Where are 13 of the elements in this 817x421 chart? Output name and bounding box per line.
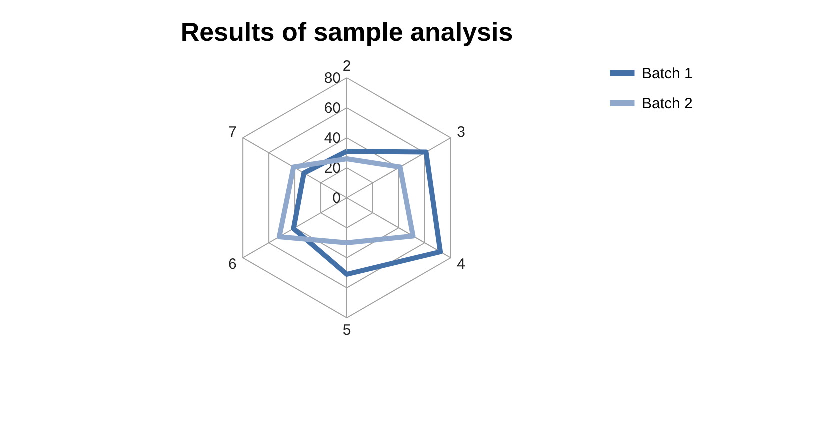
y-tick-label: 40: [324, 130, 341, 147]
y-tick-label: 60: [324, 100, 341, 117]
spoke-label: 2: [342, 58, 352, 75]
legend-label: Batch 2: [642, 96, 693, 112]
spoke-label: 3: [457, 124, 466, 141]
spoke-label: 5: [342, 322, 352, 339]
spoke-label: 4: [457, 256, 466, 273]
y-tick-label: 0: [332, 190, 341, 207]
chart-title: Results of sample analysis: [180, 17, 514, 47]
spoke-label: 6: [228, 256, 237, 273]
legend-label: Batch 1: [642, 66, 693, 82]
y-tick-label: 80: [324, 70, 341, 87]
spoke-label: 7: [228, 124, 237, 141]
